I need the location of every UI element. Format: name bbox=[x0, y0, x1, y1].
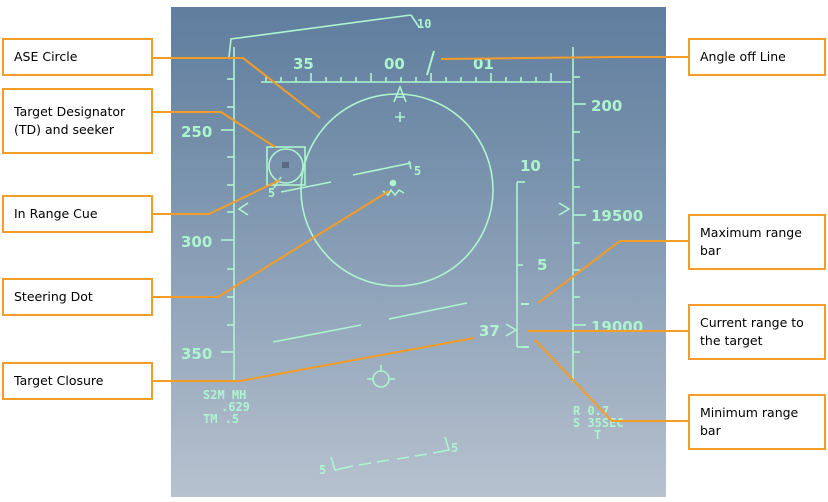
angle-off-line bbox=[426, 50, 435, 76]
callout-target-closure-text: Target Closure bbox=[14, 373, 104, 388]
horizon-line-left bbox=[272, 324, 362, 343]
callout-current-range: Current range to the target bbox=[688, 304, 826, 360]
airspeed-label-250: 250 bbox=[181, 123, 212, 141]
target-aircraft bbox=[282, 162, 289, 168]
airspeed-label-350: 350 bbox=[181, 345, 212, 363]
velocity-vector-circle bbox=[372, 370, 390, 388]
airspeed-caret bbox=[237, 202, 249, 216]
callout-ase-circle-text: ASE Circle bbox=[14, 49, 78, 64]
bank-reference-line bbox=[228, 14, 412, 58]
altitude-label-200: 200 bbox=[591, 97, 622, 115]
altitude-scale bbox=[572, 47, 586, 382]
hud-symbology: 10 35 00 01 bbox=[181, 14, 643, 477]
range-scale bbox=[516, 181, 525, 348]
callout-angle-off-line: Angle off Line bbox=[688, 38, 826, 76]
callout-angle-off-line-text: Angle off Line bbox=[700, 49, 786, 64]
current-range-caret bbox=[505, 323, 518, 337]
lower-pitch-left bbox=[330, 456, 354, 471]
callout-target-closure: Target Closure bbox=[2, 362, 153, 400]
left-readout-line-3: TM .5 bbox=[203, 412, 239, 426]
pitch-mark-5-left: 5 bbox=[268, 186, 275, 200]
airspeed-scale bbox=[221, 47, 235, 382]
callout-min-range-bar: Minimum range bar bbox=[688, 394, 826, 450]
altitude-caret bbox=[558, 202, 571, 216]
callout-min-range-bar-text: Minimum range bar bbox=[700, 405, 799, 438]
altitude-label-19500: 19500 bbox=[591, 207, 643, 225]
target-closure-value: 37 bbox=[479, 322, 500, 340]
left-readout-line-1: S2M MH bbox=[203, 388, 246, 402]
range-label-10: 10 bbox=[520, 157, 541, 175]
callout-target-designator-text: Target Designator (TD) and seeker bbox=[14, 104, 126, 137]
pitch-line-mid bbox=[352, 162, 412, 176]
range-label-5: 5 bbox=[537, 256, 547, 274]
callout-steering-dot: Steering Dot bbox=[2, 278, 153, 316]
heading-label-35: 35 bbox=[293, 55, 314, 73]
callout-target-designator: Target Designator (TD) and seeker bbox=[2, 88, 153, 154]
right-readout-line-3: T bbox=[594, 428, 601, 442]
heading-label-00: 00 bbox=[384, 55, 405, 73]
pitch-mark-5-lower-right: 5 bbox=[451, 441, 458, 455]
steering-dot bbox=[389, 179, 397, 187]
callout-max-range-bar: Maximum range bar bbox=[688, 214, 826, 270]
pitch-mark-5-right: 5 bbox=[414, 164, 421, 178]
callout-steering-dot-text: Steering Dot bbox=[14, 289, 93, 304]
bank-reference-tick bbox=[410, 14, 420, 28]
heading-label-01: 01 bbox=[473, 55, 494, 73]
left-readout-line-2: .629 bbox=[221, 400, 250, 414]
pitch-line-mid-tick bbox=[408, 160, 412, 170]
lower-pitch-right bbox=[432, 436, 451, 454]
seeker-circle bbox=[268, 148, 304, 184]
airspeed-label-300: 300 bbox=[181, 233, 212, 251]
callout-current-range-text: Current range to the target bbox=[700, 315, 804, 348]
hud-view: 10 35 00 01 bbox=[171, 7, 666, 497]
callout-max-range-bar-text: Maximum range bar bbox=[700, 225, 802, 258]
ase-circle bbox=[300, 93, 494, 287]
callout-in-range-cue-text: In Range Cue bbox=[14, 206, 98, 221]
callout-ase-circle: ASE Circle bbox=[2, 38, 153, 76]
waterline-cross bbox=[395, 112, 405, 122]
target-designator-box bbox=[266, 146, 306, 186]
pitch-mark-5-lower-left: 5 bbox=[319, 463, 326, 477]
bank-mark-label: 10 bbox=[417, 17, 431, 31]
flight-path-marker bbox=[382, 188, 405, 197]
callout-in-range-cue: In Range Cue bbox=[2, 195, 153, 233]
lower-pitch-dashes bbox=[358, 453, 428, 466]
horizon-line-right bbox=[388, 302, 468, 320]
heading-caret bbox=[393, 84, 407, 103]
velocity-vector-wings bbox=[367, 365, 395, 380]
heading-tape bbox=[261, 73, 571, 83]
altitude-label-19000: 19000 bbox=[591, 318, 643, 336]
